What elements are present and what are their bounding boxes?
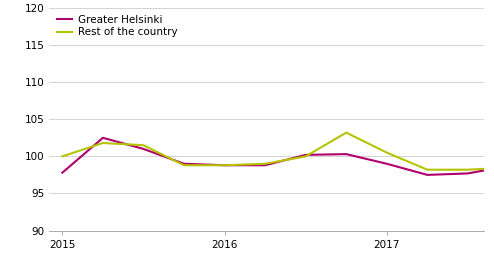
Line: Greater Helsinki: Greater Helsinki <box>62 119 494 175</box>
Greater Helsinki <box>424 173 430 176</box>
Greater Helsinki <box>222 164 228 167</box>
Greater Helsinki <box>262 164 268 167</box>
Rest of the country <box>222 164 228 167</box>
Greater Helsinki <box>140 147 146 151</box>
Rest of the country <box>100 142 106 145</box>
Greater Helsinki <box>465 172 471 175</box>
Rest of the country <box>181 164 187 167</box>
Greater Helsinki <box>181 162 187 165</box>
Line: Rest of the country: Rest of the country <box>62 132 494 170</box>
Greater Helsinki <box>384 162 390 165</box>
Greater Helsinki <box>303 153 309 156</box>
Rest of the country <box>343 131 349 134</box>
Rest of the country <box>465 168 471 171</box>
Rest of the country <box>59 155 65 158</box>
Legend: Greater Helsinki, Rest of the country: Greater Helsinki, Rest of the country <box>55 13 179 39</box>
Greater Helsinki <box>100 136 106 139</box>
Rest of the country <box>384 151 390 154</box>
Rest of the country <box>262 162 268 165</box>
Rest of the country <box>424 168 430 171</box>
Greater Helsinki <box>343 153 349 156</box>
Rest of the country <box>303 155 309 158</box>
Rest of the country <box>140 144 146 147</box>
Greater Helsinki <box>59 171 65 174</box>
